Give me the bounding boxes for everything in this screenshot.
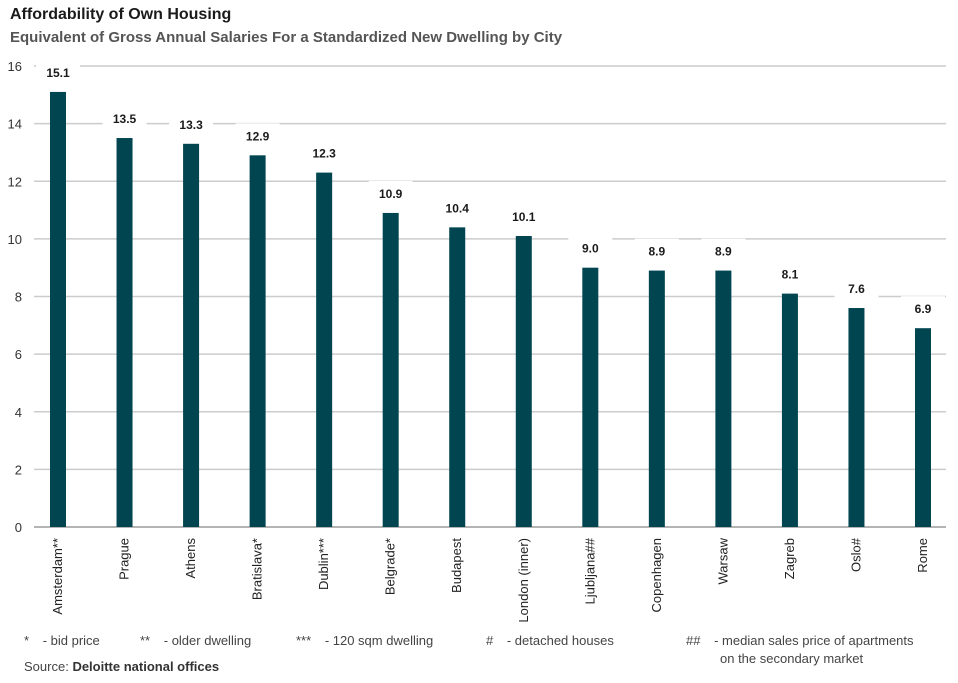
value-label-backdrop	[302, 140, 347, 163]
value-label-backdrop	[368, 180, 413, 203]
bar	[382, 212, 399, 527]
x-tick-label: Warsaw	[715, 537, 730, 584]
bar	[183, 143, 200, 527]
chart-subtitle: Equivalent of Gross Annual Salaries For …	[10, 29, 563, 46]
value-label-backdrop	[701, 238, 746, 261]
bar	[648, 270, 665, 527]
value-label: 12.9	[246, 129, 270, 143]
value-label: 6.9	[915, 302, 932, 316]
value-label: 8.9	[715, 245, 732, 259]
chart-title: Affordability of Own Housing	[10, 6, 232, 23]
footnote-symbol: *	[24, 633, 30, 648]
x-tick-label: Rome	[915, 538, 930, 573]
x-tick-label: Copenhagen	[649, 538, 664, 612]
bar-chart: 0 2 4 6 8 10 12 14 16 15.1 Amsterdam** 13.5 Prague 13…	[8, 59, 946, 623]
value-label-backdrop	[36, 59, 80, 82]
value-label-backdrop	[634, 238, 679, 261]
y-tick-label: 12	[8, 174, 22, 189]
x-tick-label: Amsterdam**	[50, 538, 65, 615]
bar	[915, 328, 931, 527]
y-tick-label: 4	[15, 405, 22, 420]
bar	[249, 155, 266, 527]
footnote-bid-price: * - bid price	[24, 633, 100, 648]
footnote-text: - older dwelling	[163, 633, 252, 648]
value-label-backdrop	[834, 276, 879, 299]
x-tick-label: London (inner)	[516, 538, 531, 623]
bar	[316, 172, 333, 527]
x-tick-label: Dublin***	[316, 538, 331, 590]
value-label-backdrop	[169, 111, 214, 134]
value-label: 13.5	[113, 112, 137, 126]
value-label: 10.1	[512, 210, 536, 224]
value-label: 10.4	[446, 201, 470, 215]
y-tick-label: 16	[8, 59, 22, 74]
y-tick-label: 6	[15, 347, 22, 362]
value-label-backdrop	[235, 123, 280, 146]
footnote-median-price-line2: on the secondary market	[720, 651, 863, 666]
x-tick-label: Bratislava*	[250, 538, 265, 600]
bar	[582, 267, 599, 527]
bar	[848, 308, 865, 527]
value-label-backdrop	[568, 235, 613, 258]
bar	[50, 91, 66, 528]
y-tick-label: 14	[8, 117, 22, 132]
bar	[515, 235, 532, 527]
footnote-text: - median sales price of apartments	[714, 633, 914, 648]
value-label: 15.1	[46, 66, 70, 80]
value-label-backdrop	[901, 296, 945, 319]
footnote-detached-houses: # - detached houses	[486, 633, 614, 648]
value-label-backdrop	[767, 261, 812, 284]
bar	[715, 270, 732, 527]
value-label: 12.3	[312, 147, 336, 161]
y-tick-label: 0	[15, 520, 22, 535]
footnote-symbol: **	[140, 633, 151, 648]
footnote-text: - 120 sqm dwelling	[324, 633, 434, 648]
x-tick-label: Zagreb	[782, 538, 797, 579]
x-tick-label: Athens	[183, 538, 198, 579]
footnote-median-price: ## - median sales price of apartments	[686, 633, 914, 648]
value-label: 8.1	[782, 268, 799, 282]
y-tick-label: 8	[15, 290, 22, 305]
gridlines	[34, 65, 946, 528]
x-tick-label: Ljubljana##	[582, 537, 597, 604]
footnote-symbol: ***	[296, 633, 312, 648]
value-label-backdrop	[435, 195, 480, 218]
value-label: 9.0	[582, 242, 599, 256]
footnote-symbol: #	[486, 633, 494, 648]
footnote-text: - detached houses	[506, 633, 614, 648]
bar	[781, 293, 798, 527]
labels: 0 2 4 6 8 10 12 14 16 15.1 Amsterdam** 13.5 Prague 13…	[8, 59, 932, 623]
bar	[449, 227, 466, 527]
value-label: 10.9	[379, 187, 403, 201]
x-tick-label: Prague	[117, 538, 132, 580]
bar	[116, 138, 133, 527]
x-tick-label: Budapest	[449, 538, 464, 593]
y-tick-label: 2	[15, 462, 22, 477]
value-label-backdrop	[102, 106, 147, 129]
value-label: 13.3	[179, 118, 203, 132]
footnote-text: - bid price	[42, 633, 100, 648]
bars	[36, 59, 945, 528]
x-tick-label: Oslo#	[848, 537, 863, 572]
y-tick-label: 10	[8, 232, 22, 247]
source-label: Source:	[24, 659, 69, 674]
value-label: 7.6	[848, 282, 865, 296]
footnote-120sqm: *** - 120 sqm dwelling	[296, 633, 433, 648]
footnote-text: on the secondary market	[720, 651, 864, 666]
x-tick-label: Belgrade*	[383, 538, 398, 595]
footnote-symbol: ##	[686, 633, 701, 648]
source-name: Deloitte national offices	[72, 659, 220, 674]
footnote-older-dwelling: ** - older dwelling	[140, 633, 251, 648]
value-label: 8.9	[649, 245, 666, 259]
value-label-backdrop	[501, 203, 546, 226]
source-note: Source: Deloitte national offices	[24, 659, 219, 674]
